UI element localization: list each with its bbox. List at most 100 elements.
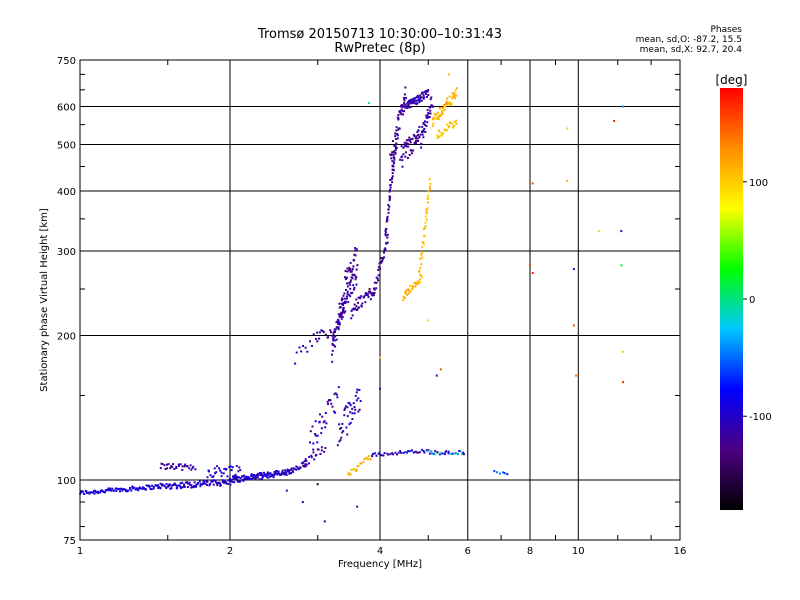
data-point <box>316 483 319 486</box>
data-point <box>404 86 407 89</box>
data-point <box>322 421 325 424</box>
data-point <box>422 129 425 132</box>
data-point <box>312 442 315 445</box>
data-point <box>168 484 171 487</box>
data-point <box>235 465 238 467</box>
data-point <box>403 297 406 299</box>
data-point <box>348 423 351 426</box>
data-point <box>422 241 425 243</box>
data-point <box>295 465 298 468</box>
data-point <box>397 128 400 131</box>
data-point <box>177 484 180 487</box>
data-point <box>439 131 442 134</box>
x-tick-label: 6 <box>465 546 471 557</box>
data-point <box>386 236 389 239</box>
data-point <box>461 452 463 455</box>
data-point <box>447 450 450 453</box>
data-point <box>286 470 289 473</box>
tick-labels: 1 2 4 6 8 10 16 75 100 200 300 400 500 600 750 <box>57 56 686 557</box>
data-point <box>408 139 411 142</box>
data-point <box>390 157 393 160</box>
data-point <box>230 480 233 483</box>
data-point <box>393 144 396 147</box>
data-point <box>427 112 430 115</box>
data-point <box>318 331 321 334</box>
data-point <box>355 268 358 271</box>
data-point <box>354 394 357 397</box>
data-point <box>380 257 383 260</box>
data-point <box>334 392 337 395</box>
data-point <box>208 470 210 473</box>
data-point <box>369 298 372 301</box>
data-point <box>232 476 235 479</box>
data-point <box>373 294 375 297</box>
data-point <box>147 484 150 487</box>
data-point <box>316 434 319 437</box>
data-point <box>421 246 424 249</box>
chart-title: Tromsø 20150713 10:30:00–10:31:43 <box>257 27 503 42</box>
data-point <box>424 215 427 218</box>
data-point <box>111 487 114 490</box>
data-point <box>137 489 140 492</box>
data-point <box>340 426 343 429</box>
data-point <box>129 487 132 490</box>
data-point <box>424 131 427 133</box>
data-point <box>445 450 448 453</box>
data-point <box>236 480 239 483</box>
data-point <box>359 297 362 300</box>
data-point <box>257 472 260 475</box>
data-point <box>184 481 187 484</box>
data-point <box>408 153 411 156</box>
data-point <box>261 474 264 477</box>
data-point <box>424 120 426 123</box>
stats-o-mode: mean, sd,O: -87.2, 15.5 <box>635 35 742 45</box>
data-point <box>402 153 405 156</box>
data-point <box>441 113 444 115</box>
data-point <box>455 87 458 90</box>
data-point <box>419 266 422 269</box>
data-point <box>121 489 124 492</box>
data-point <box>337 326 340 329</box>
data-point <box>331 353 333 356</box>
data-point <box>448 125 451 128</box>
y-tick-label: 300 <box>57 247 76 258</box>
data-point <box>353 468 356 471</box>
data-point <box>255 475 258 478</box>
data-point <box>159 482 162 485</box>
data-point <box>311 344 313 347</box>
data-point <box>393 158 396 161</box>
data-point <box>243 477 246 480</box>
data-point <box>380 454 383 457</box>
data-point <box>163 464 166 467</box>
data-point <box>337 321 340 324</box>
data-point <box>346 292 349 295</box>
data-point <box>229 465 232 468</box>
data-point <box>426 95 428 98</box>
data-point <box>179 487 182 490</box>
data-point <box>302 345 304 347</box>
data-point <box>410 102 413 105</box>
data-point <box>359 400 362 403</box>
data-point <box>396 137 399 140</box>
data-point <box>401 159 404 162</box>
data-point <box>344 278 347 281</box>
data-point <box>566 179 569 182</box>
data-point <box>367 290 370 293</box>
data-point <box>622 381 625 384</box>
data-point <box>325 422 328 425</box>
data-point <box>362 296 365 299</box>
data-point <box>420 263 423 266</box>
data-point <box>164 485 167 488</box>
data-point <box>215 471 218 474</box>
data-point <box>320 427 323 430</box>
data-point <box>331 405 334 408</box>
data-point <box>381 259 384 262</box>
data-point <box>281 471 284 474</box>
data-point <box>363 295 366 298</box>
data-point <box>340 313 343 316</box>
data-point <box>403 103 406 106</box>
data-point <box>270 475 273 478</box>
data-point <box>426 90 429 93</box>
data-point <box>387 208 390 211</box>
data-point <box>447 126 450 129</box>
